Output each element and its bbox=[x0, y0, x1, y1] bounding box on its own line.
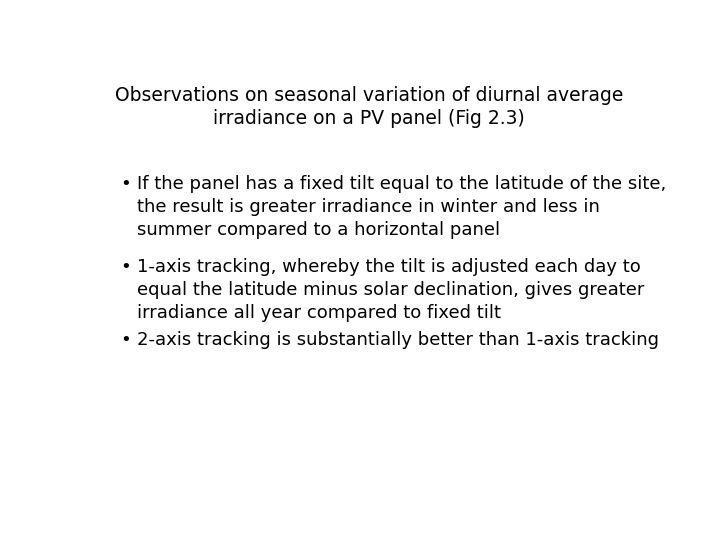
Text: 1-axis tracking, whereby the tilt is adjusted each day to
equal the latitude min: 1-axis tracking, whereby the tilt is adj… bbox=[138, 258, 645, 322]
Text: •: • bbox=[121, 331, 132, 349]
Text: •: • bbox=[121, 175, 132, 193]
Text: If the panel has a fixed tilt equal to the latitude of the site,
the result is g: If the panel has a fixed tilt equal to t… bbox=[138, 175, 667, 239]
Text: 2-axis tracking is substantially better than 1-axis tracking: 2-axis tracking is substantially better … bbox=[138, 331, 660, 349]
Text: •: • bbox=[121, 258, 132, 276]
Text: Observations on seasonal variation of diurnal average
irradiance on a PV panel (: Observations on seasonal variation of di… bbox=[114, 85, 624, 128]
